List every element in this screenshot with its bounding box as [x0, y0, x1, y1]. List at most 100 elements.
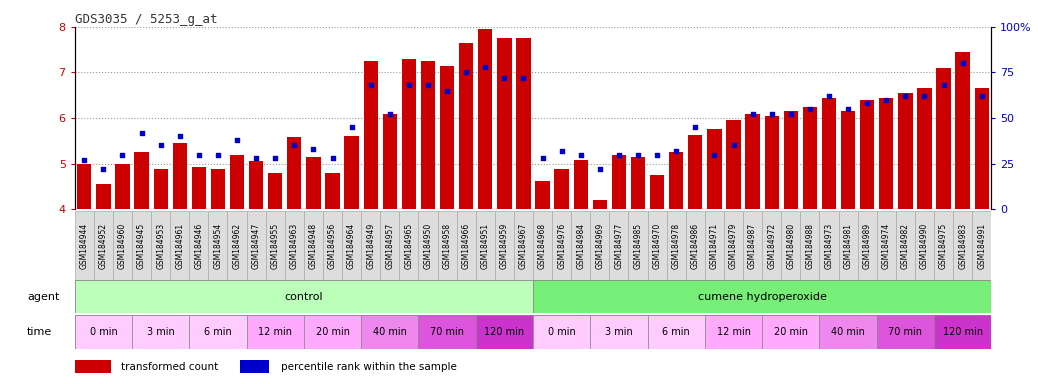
Point — [286, 142, 303, 149]
Point — [458, 70, 474, 76]
Bar — [345, 136, 359, 209]
Bar — [936, 68, 951, 209]
Bar — [953, 211, 973, 280]
Bar — [705, 315, 762, 349]
Bar — [819, 315, 877, 349]
Bar — [113, 211, 132, 280]
Text: 6 min: 6 min — [204, 327, 231, 337]
Bar — [361, 211, 380, 280]
Bar — [956, 52, 969, 209]
Text: GSM184967: GSM184967 — [519, 223, 528, 269]
Text: GSM184976: GSM184976 — [557, 223, 566, 269]
Bar — [762, 315, 819, 349]
Point — [153, 142, 169, 149]
Bar — [440, 66, 455, 209]
Text: GSM184990: GSM184990 — [920, 223, 929, 269]
Bar — [973, 211, 991, 280]
Point — [897, 93, 913, 99]
Text: GSM184979: GSM184979 — [729, 223, 738, 269]
Text: GSM184962: GSM184962 — [233, 223, 242, 269]
Point — [344, 124, 360, 130]
Bar — [839, 211, 857, 280]
Bar — [170, 211, 189, 280]
Text: GSM184961: GSM184961 — [175, 223, 185, 269]
Bar — [132, 211, 152, 280]
Point — [382, 111, 399, 118]
Bar — [134, 152, 148, 209]
Bar — [554, 169, 569, 209]
Text: GSM184955: GSM184955 — [271, 223, 279, 269]
Text: GSM184988: GSM184988 — [805, 223, 815, 269]
Bar — [611, 156, 626, 209]
Bar — [459, 43, 473, 209]
Bar — [628, 211, 648, 280]
Text: GSM184980: GSM184980 — [787, 223, 795, 269]
Bar — [631, 157, 646, 209]
Text: GSM184965: GSM184965 — [405, 223, 413, 269]
Text: time: time — [27, 327, 52, 337]
Text: 20 min: 20 min — [316, 327, 350, 337]
Bar — [268, 173, 282, 209]
Point — [935, 82, 952, 88]
Bar — [497, 38, 512, 209]
Point — [133, 130, 149, 136]
Bar — [686, 211, 705, 280]
Bar — [670, 152, 683, 209]
Bar — [152, 211, 170, 280]
Bar — [247, 315, 304, 349]
Bar — [475, 315, 534, 349]
Bar — [782, 211, 800, 280]
Text: GSM184975: GSM184975 — [939, 223, 948, 269]
Point — [267, 155, 283, 161]
Bar — [877, 211, 896, 280]
Text: GSM184969: GSM184969 — [596, 223, 604, 269]
Bar — [249, 161, 264, 209]
Text: GSM184964: GSM184964 — [347, 223, 356, 269]
Bar — [877, 315, 934, 349]
Bar — [975, 88, 989, 209]
Bar — [534, 280, 991, 313]
Bar — [97, 184, 110, 209]
Text: 20 min: 20 min — [773, 327, 808, 337]
Bar — [934, 211, 953, 280]
Text: GSM184970: GSM184970 — [653, 223, 661, 269]
Text: GSM184989: GSM184989 — [863, 223, 872, 269]
Point — [592, 166, 608, 172]
Bar — [650, 175, 664, 209]
Point — [667, 148, 684, 154]
Text: control: control — [284, 291, 323, 302]
Bar — [705, 211, 723, 280]
Point — [191, 152, 208, 158]
Bar — [306, 157, 321, 209]
Bar — [343, 211, 361, 280]
Bar — [574, 160, 588, 209]
Text: GSM184944: GSM184944 — [80, 223, 89, 269]
Text: GSM184947: GSM184947 — [251, 223, 261, 269]
Point — [171, 133, 188, 139]
Text: 120 min: 120 min — [485, 327, 524, 337]
Bar — [723, 211, 743, 280]
Bar — [591, 211, 609, 280]
Bar — [841, 111, 855, 209]
Text: GSM184956: GSM184956 — [328, 223, 337, 269]
Text: 40 min: 40 min — [373, 327, 407, 337]
Bar — [211, 169, 225, 209]
Point — [76, 157, 92, 163]
Bar — [609, 211, 628, 280]
Point — [324, 155, 340, 161]
Bar — [132, 315, 189, 349]
Bar — [914, 211, 934, 280]
Bar — [209, 211, 227, 280]
Text: GSM184950: GSM184950 — [424, 223, 433, 269]
Bar — [323, 211, 343, 280]
Bar — [534, 211, 552, 280]
Bar — [383, 114, 397, 209]
Text: GSM184974: GSM184974 — [881, 223, 891, 269]
Text: GSM184972: GSM184972 — [767, 223, 776, 269]
Bar — [418, 315, 475, 349]
Text: 3 min: 3 min — [605, 327, 633, 337]
Text: GSM184983: GSM184983 — [958, 223, 967, 269]
Point — [974, 93, 990, 99]
Bar — [857, 211, 877, 280]
Point — [439, 88, 456, 94]
